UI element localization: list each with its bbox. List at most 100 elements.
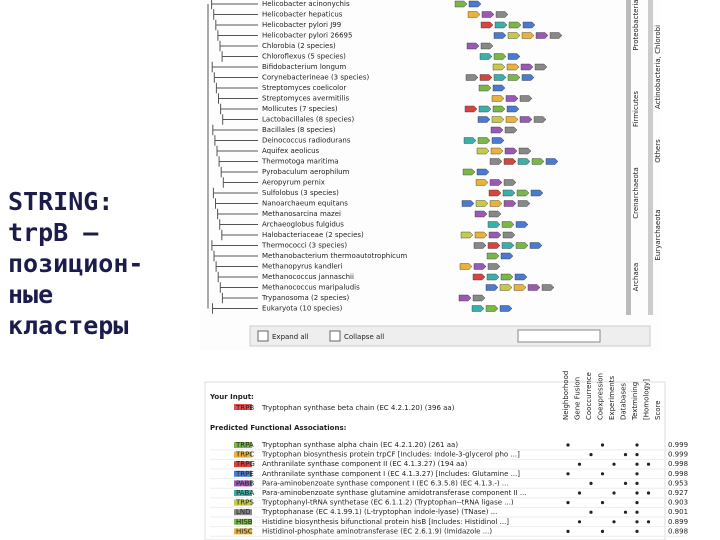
evidence-dot <box>577 462 582 466</box>
gene-arrow <box>507 32 521 39</box>
evidence-dot <box>600 472 605 476</box>
row-color <box>234 480 252 487</box>
gene-arrow <box>527 284 541 291</box>
gene-arrow <box>463 137 477 144</box>
title-line: ные <box>8 280 54 309</box>
gene-arrow <box>479 53 493 60</box>
evidence-dot <box>635 481 639 485</box>
gene-arrow <box>487 221 501 228</box>
gene-arrow <box>521 74 535 81</box>
species-label: Halobacteriaceae (2 species) <box>262 231 364 239</box>
evidence-dot <box>635 462 639 466</box>
row-score: 0.998 <box>668 460 688 468</box>
row-color <box>234 518 252 525</box>
gene-arrow <box>472 294 486 302</box>
gene-arrow <box>474 210 488 218</box>
evidence-dot <box>577 491 582 495</box>
evidence-dot <box>566 529 570 534</box>
gene-arrow <box>495 11 509 18</box>
species-label: Thermotoga maritima <box>261 158 339 166</box>
evidence-dot <box>623 453 628 457</box>
evidence-dot <box>635 453 639 457</box>
gene-arrow <box>501 221 515 228</box>
species-label: Archaeoglobus fulgidus <box>262 221 344 229</box>
gene-arrow <box>475 179 489 186</box>
group-bar <box>626 0 631 315</box>
gene-arrow <box>529 242 543 249</box>
gene-arrow <box>480 42 494 50</box>
species-label: Bacillales (8 species) <box>262 126 336 134</box>
evidence-dot <box>612 520 616 524</box>
row-color <box>234 442 252 448</box>
gene-arrow <box>500 273 514 281</box>
column-header: [Homology] <box>643 379 651 420</box>
species-label: Helicobacter acinonychis <box>262 0 350 8</box>
row-color <box>234 451 252 458</box>
gene-arrow <box>491 137 505 144</box>
gene-arrow <box>487 242 501 249</box>
gene-arrow <box>478 105 492 113</box>
gene-arrow <box>535 32 549 39</box>
row-code: LND <box>236 508 251 516</box>
gene-arrow <box>493 32 507 39</box>
species-label: Thermococci (3 species) <box>261 242 347 250</box>
evidence-dot <box>566 443 570 447</box>
gene-arrow <box>478 84 492 92</box>
button-icon <box>257 330 269 342</box>
row-code: PABB <box>236 479 254 487</box>
gene-arrow <box>465 74 479 81</box>
gene-arrow <box>506 63 520 71</box>
gene-arrow <box>507 53 521 60</box>
column-header: Databases <box>620 383 628 420</box>
tree-panel <box>200 0 660 350</box>
species-label: Methanosarcina mazei <box>262 210 341 218</box>
group-label: Firmicutes <box>632 91 640 127</box>
gene-arrow <box>504 147 518 155</box>
evidence-dot <box>623 481 628 485</box>
title-line: STRING: <box>8 187 114 216</box>
gene-arrow <box>501 242 515 249</box>
row-desc: Para-aminobenzoate synthase component I … <box>262 479 509 487</box>
evidence-dot <box>600 443 605 447</box>
gene-arrow <box>503 179 517 186</box>
gene-arrow <box>514 273 528 281</box>
evidence-dot <box>612 491 616 495</box>
column-header: Cooccurrence <box>585 372 593 420</box>
row-color <box>234 461 252 468</box>
gene-arrow <box>493 53 507 60</box>
gene-arrow <box>487 263 501 270</box>
species-label: Chloroflexus (5 species) <box>262 53 346 61</box>
column-header: Textmining <box>631 382 639 421</box>
gene-arrow <box>486 252 500 260</box>
evidence-dot <box>577 520 582 524</box>
gene-arrow <box>460 231 474 239</box>
gene-arrow <box>471 305 485 312</box>
evidence-dot <box>589 510 593 514</box>
row-code: TRPA <box>235 441 254 449</box>
gene-arrow <box>488 231 502 239</box>
gene-arrow <box>481 11 495 18</box>
evidence-dot <box>566 501 570 505</box>
gene-arrow <box>533 116 547 123</box>
gene-arrow <box>519 116 533 123</box>
evidence-dot <box>635 510 639 514</box>
row-desc: Histidinol-phosphate aminotransferase (E… <box>262 527 492 535</box>
species-label: Streptomyces avermitilis <box>262 95 350 103</box>
gene-arrow <box>499 305 513 312</box>
row-color <box>234 499 252 506</box>
gene-arrow <box>517 158 531 165</box>
group-label: Proteobacteria <box>632 0 640 51</box>
species-label: Aquifex aeolicus <box>262 147 320 155</box>
species-label: Mollicutes (7 species) <box>262 105 338 113</box>
species-label: Streptomyces coelicolor <box>262 84 346 92</box>
gene-arrow <box>476 168 490 176</box>
gene-arrow <box>494 21 508 29</box>
row-desc: Tryptophan biosynthesis protein trpCF [I… <box>261 451 520 459</box>
row-desc: Anthranilate synthase component I (EC 4.… <box>262 470 520 478</box>
group-bar <box>648 0 653 315</box>
row-color <box>234 490 252 496</box>
gene-arrow <box>502 189 516 197</box>
gene-arrow <box>490 147 504 155</box>
evidence-dot <box>635 472 639 476</box>
